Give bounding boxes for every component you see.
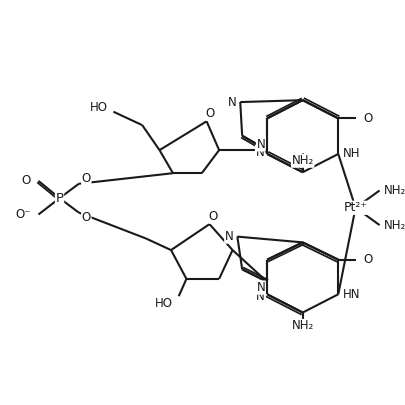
Text: N: N xyxy=(256,138,264,151)
Text: O: O xyxy=(208,210,217,223)
Text: O⁻: O⁻ xyxy=(15,208,31,221)
Text: HN: HN xyxy=(342,288,360,301)
Text: N: N xyxy=(227,96,236,109)
Text: N: N xyxy=(255,145,264,158)
Text: O: O xyxy=(21,175,31,188)
Text: P: P xyxy=(55,192,64,205)
Text: HO: HO xyxy=(155,297,173,310)
Text: O: O xyxy=(362,112,371,125)
Text: NH₂: NH₂ xyxy=(382,219,405,232)
Text: NH₂: NH₂ xyxy=(291,154,313,167)
Text: N: N xyxy=(256,281,264,294)
Text: O: O xyxy=(81,173,91,185)
Text: Pt²⁺: Pt²⁺ xyxy=(343,201,367,214)
Text: HO: HO xyxy=(90,101,107,114)
Text: NH₂: NH₂ xyxy=(291,320,313,333)
Text: N: N xyxy=(255,290,264,303)
Text: N: N xyxy=(224,230,233,243)
Text: O: O xyxy=(81,211,91,224)
Text: NH₂: NH₂ xyxy=(382,184,405,197)
Text: O: O xyxy=(362,253,371,266)
Text: NH: NH xyxy=(342,147,360,160)
Text: O: O xyxy=(205,107,215,120)
